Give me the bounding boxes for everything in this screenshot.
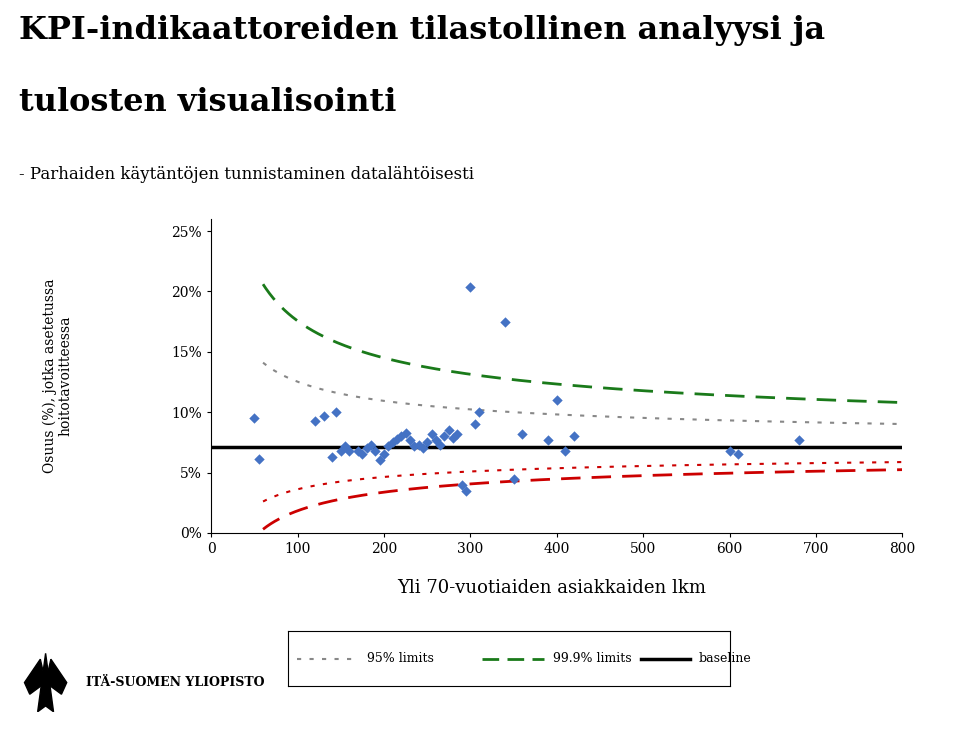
Point [722, 445, 737, 457]
Point [566, 431, 582, 442]
Point [420, 437, 435, 448]
Point [385, 437, 400, 448]
Point [380, 440, 396, 452]
Point [423, 428, 439, 439]
Point [497, 316, 513, 328]
Point [445, 431, 461, 443]
Polygon shape [37, 653, 54, 712]
Point [372, 455, 388, 466]
Point [540, 434, 556, 446]
Point [333, 445, 348, 457]
Point [390, 433, 405, 445]
Point [363, 439, 378, 450]
Point [463, 281, 478, 293]
Polygon shape [45, 659, 66, 694]
Point [368, 445, 383, 457]
Point [316, 410, 331, 422]
Point [549, 394, 564, 406]
Point [342, 445, 357, 457]
Point [407, 440, 422, 452]
Polygon shape [25, 659, 45, 694]
Text: KPI-indikaattoreiden tilastollinen analyysi ja: KPI-indikaattoreiden tilastollinen analy… [19, 15, 826, 45]
Point [350, 445, 366, 457]
Point [415, 442, 430, 454]
Point [307, 415, 323, 426]
Text: ITÄ-SUOMEN YLIOPISTO: ITÄ-SUOMEN YLIOPISTO [86, 676, 265, 689]
Point [359, 442, 374, 454]
Point [251, 453, 266, 465]
Point [791, 434, 806, 446]
Point [459, 485, 474, 496]
Text: 99.9% limits: 99.9% limits [553, 653, 632, 665]
Point [394, 431, 409, 442]
Point [247, 412, 262, 424]
Point [398, 427, 414, 439]
Point [471, 407, 487, 418]
Point [515, 428, 530, 439]
Point [506, 473, 521, 485]
Point [338, 440, 353, 452]
Point [442, 424, 457, 436]
Text: Osuus (%), jotka asetetussa
hoitotavoitteessa: Osuus (%), jotka asetetussa hoitotavoitt… [42, 279, 73, 473]
Text: - Parhaiden käytäntöjen tunnistaminen datalähtöisesti: - Parhaiden käytäntöjen tunnistaminen da… [19, 166, 474, 183]
Text: baseline: baseline [699, 653, 752, 665]
Point [324, 451, 340, 463]
Text: tulosten visualisointi: tulosten visualisointi [19, 87, 396, 118]
Point [428, 434, 444, 446]
Point [432, 439, 447, 450]
Point [376, 448, 392, 461]
Point [354, 448, 370, 461]
Point [411, 439, 426, 450]
Point [467, 418, 482, 430]
Point [454, 479, 469, 491]
Text: 95% limits: 95% limits [368, 653, 434, 665]
Point [328, 407, 345, 418]
Point [402, 434, 418, 446]
Point [449, 428, 466, 439]
Text: Yli 70-vuotiaiden asiakkaiden lkm: Yli 70-vuotiaiden asiakkaiden lkm [397, 579, 707, 596]
Point [731, 448, 746, 461]
Point [437, 431, 452, 442]
Point [558, 445, 573, 457]
